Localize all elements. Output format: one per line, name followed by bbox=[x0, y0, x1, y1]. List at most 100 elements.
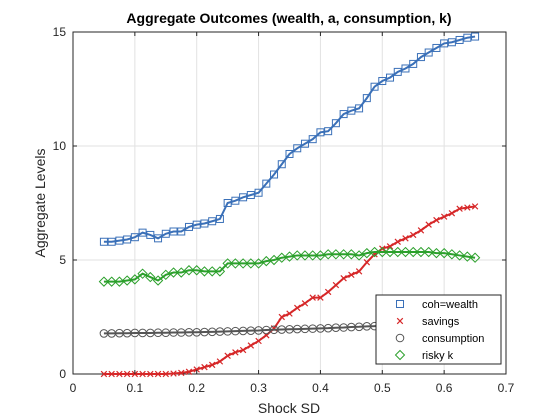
data-point-coh-wealth bbox=[324, 127, 333, 136]
series-coh-wealth bbox=[99, 32, 480, 246]
data-point-coh-wealth bbox=[308, 135, 317, 144]
data-point-savings bbox=[440, 213, 448, 220]
data-point-risky-k bbox=[384, 246, 396, 258]
data-point-risky-k bbox=[268, 254, 280, 266]
data-point-coh-wealth bbox=[192, 220, 201, 229]
data-point-savings bbox=[355, 268, 363, 275]
legend: coh=wealth savings consumption risky k bbox=[375, 294, 502, 365]
data-point-savings bbox=[471, 203, 479, 210]
data-point-coh-wealth bbox=[440, 39, 449, 48]
x-tick-label: 0.2 bbox=[188, 381, 205, 395]
data-point-coh-wealth bbox=[378, 77, 387, 86]
x-tick-label: 0.1 bbox=[127, 381, 144, 395]
x-tick-label: 0.7 bbox=[498, 381, 515, 395]
data-point-savings bbox=[232, 349, 239, 356]
data-point-risky-k bbox=[322, 249, 334, 260]
data-point-savings bbox=[286, 310, 293, 317]
data-point-risky-k bbox=[199, 266, 210, 277]
data-point-savings bbox=[278, 313, 285, 321]
data-point-savings bbox=[255, 337, 262, 345]
data-point-risky-k bbox=[299, 250, 311, 261]
data-point-coh-wealth bbox=[99, 237, 108, 246]
data-point-savings bbox=[363, 259, 371, 266]
legend-marker-consumption bbox=[395, 333, 405, 343]
legend-label-coh-wealth: coh=wealth bbox=[422, 299, 478, 311]
data-point-savings bbox=[201, 363, 208, 371]
data-point-coh-wealth bbox=[355, 104, 364, 113]
data-point-savings bbox=[116, 370, 123, 378]
data-point-coh-wealth bbox=[393, 67, 402, 76]
data-point-coh-wealth bbox=[362, 94, 371, 103]
data-point-savings bbox=[216, 358, 224, 365]
data-point-savings bbox=[464, 204, 471, 211]
data-point-coh-wealth bbox=[208, 217, 217, 226]
data-point-savings bbox=[324, 288, 332, 296]
data-point-savings bbox=[247, 342, 255, 349]
data-point-coh-wealth bbox=[285, 149, 294, 158]
data-point-savings bbox=[309, 294, 316, 301]
data-point-risky-k bbox=[145, 271, 156, 283]
data-point-coh-wealth bbox=[293, 144, 302, 153]
y-tick-label: 15 bbox=[53, 25, 67, 39]
data-point-savings bbox=[147, 370, 154, 378]
plot-area bbox=[72, 31, 507, 375]
data-point-coh-wealth bbox=[300, 139, 309, 148]
data-point-coh-wealth bbox=[215, 214, 224, 223]
data-point-coh-wealth bbox=[277, 160, 286, 169]
data-point-coh-wealth bbox=[316, 128, 325, 137]
data-point-savings bbox=[379, 245, 386, 252]
data-point-coh-wealth bbox=[146, 230, 155, 239]
data-point-savings bbox=[301, 300, 309, 307]
data-point-savings bbox=[448, 210, 456, 217]
data-point-coh-wealth bbox=[401, 64, 410, 73]
data-point-coh-wealth bbox=[331, 119, 340, 128]
x-tick-labels: 0 0.1 0.2 0.3 0.4 0.5 0.6 0.7 bbox=[70, 381, 515, 395]
data-point-risky-k bbox=[176, 267, 187, 278]
legend-marker-coh-wealth bbox=[396, 300, 404, 308]
data-point-coh-wealth bbox=[154, 234, 163, 243]
data-point-risky-k bbox=[222, 258, 233, 269]
data-point-savings bbox=[386, 243, 394, 250]
y-tick-label: 0 bbox=[59, 367, 66, 381]
data-point-coh-wealth bbox=[130, 233, 139, 242]
data-point-savings bbox=[294, 304, 301, 312]
data-point-risky-k bbox=[392, 246, 403, 258]
data-point-coh-wealth bbox=[463, 33, 472, 42]
data-point-risky-k bbox=[377, 246, 388, 258]
data-point-risky-k bbox=[353, 250, 365, 261]
data-point-risky-k bbox=[469, 252, 481, 263]
legend-label-consumption: consumption bbox=[422, 333, 484, 345]
axis-ticks bbox=[72, 31, 507, 375]
data-point-coh-wealth bbox=[246, 191, 255, 200]
data-point-coh-wealth bbox=[416, 53, 425, 62]
data-point-savings bbox=[154, 370, 162, 378]
data-point-coh-wealth bbox=[138, 228, 147, 237]
data-point-savings bbox=[317, 294, 324, 301]
data-point-risky-k bbox=[423, 246, 434, 258]
x-axis-label: Shock SD bbox=[258, 400, 320, 416]
data-point-risky-k bbox=[191, 265, 202, 276]
data-point-savings bbox=[178, 369, 185, 377]
data-point-risky-k bbox=[245, 258, 257, 269]
data-point-risky-k bbox=[292, 250, 303, 261]
data-point-savings bbox=[185, 368, 193, 375]
x-tick-label: 0.5 bbox=[374, 381, 391, 395]
data-point-savings bbox=[425, 221, 432, 228]
data-point-savings bbox=[208, 361, 216, 369]
data-point-savings bbox=[456, 205, 463, 212]
data-point-coh-wealth bbox=[223, 199, 232, 207]
y-tick-label: 10 bbox=[53, 139, 67, 153]
data-point-coh-wealth bbox=[262, 179, 271, 188]
data-point-savings bbox=[123, 370, 131, 378]
data-point-risky-k bbox=[98, 276, 110, 287]
data-point-coh-wealth bbox=[386, 73, 395, 82]
x-tick-label: 0.6 bbox=[436, 381, 453, 395]
chart-title: Aggregate Outcomes (wealth, a, consumpti… bbox=[126, 10, 451, 26]
data-point-savings bbox=[409, 231, 417, 239]
data-point-risky-k bbox=[152, 275, 164, 286]
data-point-risky-k bbox=[307, 250, 318, 261]
data-point-coh-wealth bbox=[239, 193, 248, 202]
data-point-savings bbox=[348, 271, 355, 279]
data-point-savings bbox=[433, 216, 440, 224]
